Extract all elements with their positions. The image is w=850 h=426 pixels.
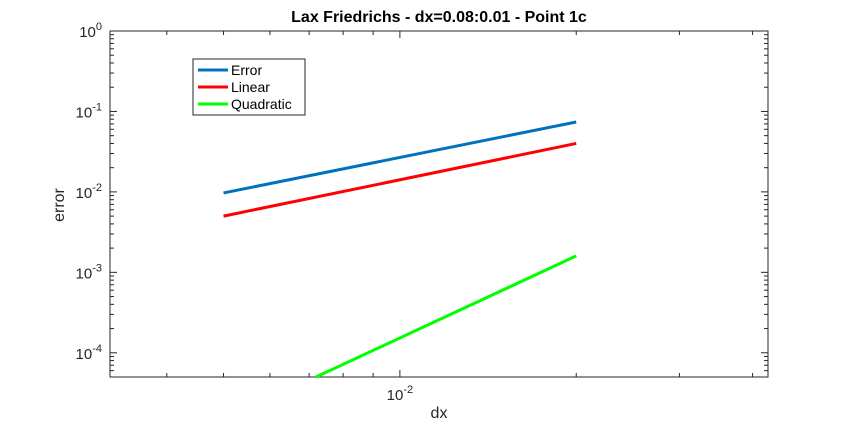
y-tick-label: 10-3 — [76, 262, 102, 282]
chart-title: Lax Friedrichs - dx=0.08:0.01 - Point 1c — [291, 9, 587, 26]
y-tick-label: 10-2 — [76, 182, 102, 202]
series-line-error — [223, 120, 577, 195]
y-tick-label: 100 — [79, 21, 102, 41]
series-layer — [223, 120, 577, 379]
y-tick-label: 10-1 — [76, 101, 102, 121]
legend-label-error: Error — [231, 62, 262, 78]
x-axis-label: dx — [431, 405, 448, 422]
series-line-quadratic — [315, 254, 577, 379]
x-tick-label: 10-2 — [387, 384, 413, 404]
legend-label-linear: Linear — [231, 79, 270, 95]
y-tick-label: 10-4 — [76, 343, 102, 363]
legend-label-quadratic: Quadratic — [231, 96, 292, 112]
y-axis-label: error — [51, 187, 68, 221]
y-axis-ticks: 100 10-1 10-2 10-3 10-4 — [76, 21, 768, 378]
series-line-linear — [223, 141, 577, 218]
x-axis-ticks: 10-2 — [166, 31, 754, 404]
